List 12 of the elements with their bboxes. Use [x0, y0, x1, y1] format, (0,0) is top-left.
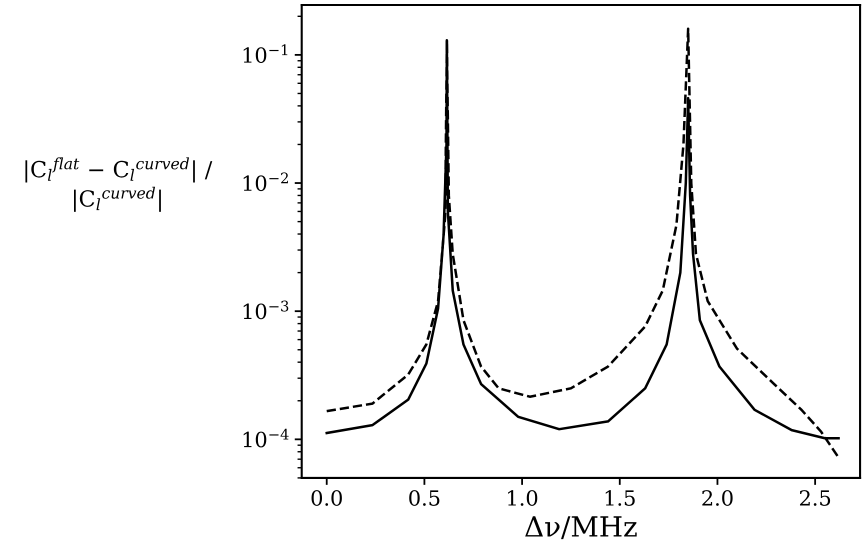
- x-tick-label: 2.0: [702, 490, 733, 506]
- x-tick-label: 1.5: [606, 490, 635, 506]
- text: |C$_{l}$$^{flat}$ − C$_{l}$$^{curved}$| / |C$_{l}$$^{curved}$|: [25, 157, 212, 212]
- y-tick-label: 10$^{−1}$: [244, 44, 288, 63]
- x-tick-label: 2.5: [800, 490, 830, 506]
- x-tick-label: 1.0: [508, 490, 538, 506]
- y-tick-label: 10$^{−4}$: [244, 428, 289, 448]
- y-tick-label: 10$^{−2}$: [244, 172, 288, 192]
- x-tick-label: 0.5: [409, 490, 440, 506]
- x-tick-label: 0.0: [312, 490, 342, 506]
- x-axis-title: Δν/MHz: [525, 516, 637, 540]
- y-tick-label: 10$^{−3}$: [244, 300, 288, 320]
